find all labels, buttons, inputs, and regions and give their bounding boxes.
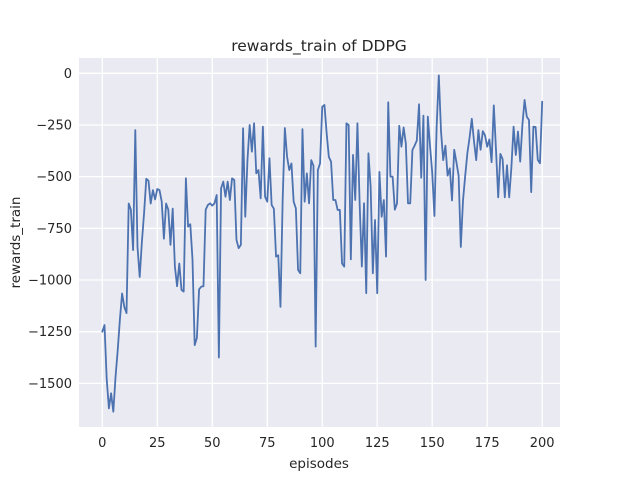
rewards-train-series	[101, 74, 544, 413]
x-tick-label: 125	[365, 436, 390, 451]
y-axis-tick-labels: 0 −250 −500 −750 −1000 −1250 −1500	[28, 67, 72, 392]
x-tick-label: 75	[259, 436, 276, 451]
x-axis-label: episodes	[289, 456, 349, 472]
y-tick-label: −250	[36, 118, 72, 133]
y-tick-label: −1250	[28, 325, 72, 340]
chart-title: rewards_train of DDPG	[231, 37, 407, 56]
x-tick-label: 200	[530, 436, 555, 451]
x-tick-label: 100	[310, 436, 335, 451]
y-tick-label: 0	[64, 67, 72, 82]
y-tick-label: −1000	[28, 274, 72, 289]
y-tick-label: −500	[36, 170, 72, 185]
x-axis-tick-labels: 0 25 50 75 100 125 150 175 200	[98, 436, 554, 451]
y-axis-label: rewards_train	[8, 197, 24, 289]
x-tick-label: 50	[204, 436, 221, 451]
x-tick-label: 150	[420, 436, 445, 451]
x-tick-label: 25	[149, 436, 166, 451]
x-tick-label: 0	[98, 436, 106, 451]
y-tick-label: −1500	[28, 377, 72, 392]
y-tick-label: −750	[36, 222, 72, 237]
x-tick-label: 175	[475, 436, 500, 451]
plot-area	[79, 58, 560, 427]
reward-line	[101, 74, 544, 413]
